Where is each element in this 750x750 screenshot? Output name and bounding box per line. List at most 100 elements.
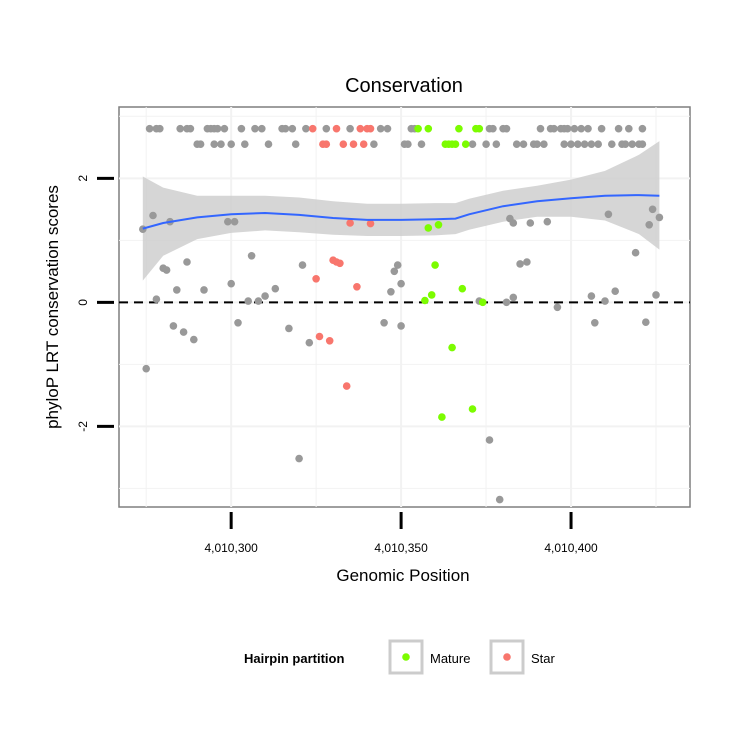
data-point-other	[614, 124, 623, 133]
data-point-star	[322, 140, 331, 148]
data-point-other	[608, 140, 616, 148]
data-point-other	[625, 124, 633, 133]
data-point-other	[492, 140, 501, 148]
legend: Hairpin partition Mature Star	[244, 639, 556, 675]
data-point-star	[325, 337, 334, 345]
plot-panel	[118, 106, 691, 508]
data-point-other	[200, 286, 208, 294]
data-point-other	[404, 140, 412, 148]
data-point-other	[577, 124, 585, 133]
data-point-other	[196, 140, 205, 148]
y-tick-label: 0	[76, 299, 90, 306]
data-point-other	[587, 140, 596, 148]
data-point-star	[315, 332, 324, 341]
data-point-other	[390, 267, 399, 276]
data-point-other	[173, 286, 181, 294]
data-point-other	[254, 297, 263, 305]
data-point-other	[655, 213, 664, 222]
data-point-star	[356, 124, 365, 133]
data-point-other	[179, 328, 188, 336]
data-point-other	[550, 124, 558, 133]
data-point-mature	[434, 221, 443, 229]
data-point-other	[224, 217, 232, 226]
legend-dot-mature	[402, 653, 410, 661]
data-point-star	[346, 219, 354, 227]
data-point-mature	[427, 291, 436, 299]
data-point-other	[139, 225, 147, 233]
legend-title: Hairpin partition	[244, 651, 344, 666]
data-point-other	[376, 124, 385, 133]
data-point-other	[642, 318, 650, 327]
data-point-other	[489, 124, 497, 133]
data-point-other	[397, 322, 405, 330]
data-point-other	[519, 140, 528, 148]
data-point-other	[234, 319, 242, 327]
x-tick-label: 4,010,300	[204, 541, 258, 555]
legend-dot-star	[503, 653, 511, 661]
chart-title: Conservation	[345, 75, 463, 97]
data-point-mature	[461, 140, 470, 148]
data-point-other	[648, 205, 657, 214]
data-point-other	[523, 258, 531, 266]
data-point-star	[308, 124, 317, 133]
data-point-star	[366, 219, 375, 228]
data-point-other	[540, 140, 548, 148]
data-point-other	[628, 140, 636, 148]
data-point-other	[227, 140, 235, 148]
data-point-other	[509, 293, 518, 302]
data-point-other	[237, 124, 246, 133]
data-point-other	[145, 124, 154, 133]
data-point-other	[244, 297, 252, 305]
data-point-other	[346, 124, 354, 133]
data-point-other	[553, 303, 562, 312]
data-point-other	[291, 140, 300, 148]
legend-label-star: Star	[531, 651, 556, 666]
data-point-other	[604, 210, 613, 219]
data-point-star	[366, 124, 375, 133]
data-point-other	[241, 140, 249, 148]
data-point-other	[631, 248, 640, 257]
data-point-other	[502, 124, 511, 133]
data-point-star	[332, 124, 341, 133]
data-point-other	[217, 140, 225, 148]
data-point-other	[468, 140, 477, 148]
plot-area	[118, 106, 691, 508]
data-point-other	[567, 140, 575, 148]
data-point-mature	[455, 124, 463, 133]
data-point-other	[495, 495, 504, 504]
data-point-other	[485, 436, 494, 444]
data-point-other	[258, 124, 266, 133]
data-point-star	[339, 140, 348, 148]
data-point-other	[271, 284, 280, 293]
data-point-other	[621, 140, 630, 148]
data-point-other	[526, 219, 535, 227]
data-point-other	[264, 140, 273, 148]
data-point-other	[370, 140, 378, 148]
data-point-star	[336, 259, 344, 268]
data-point-other	[502, 298, 511, 307]
data-point-mature	[451, 140, 460, 148]
data-point-other	[247, 252, 256, 260]
data-point-other	[580, 140, 589, 148]
data-point-other	[594, 140, 602, 148]
data-point-other	[512, 140, 521, 148]
data-point-other	[251, 124, 259, 133]
data-point-other	[611, 287, 619, 296]
data-point-mature	[424, 224, 433, 232]
data-point-other	[543, 217, 552, 226]
data-point-mature	[421, 296, 429, 305]
data-point-star	[349, 140, 358, 148]
data-point-other	[169, 322, 178, 330]
data-point-star	[312, 275, 320, 283]
data-point-other	[645, 221, 653, 229]
data-point-mature	[448, 343, 456, 352]
data-point-other	[380, 319, 388, 327]
data-point-other	[560, 140, 568, 148]
data-point-other	[393, 261, 402, 269]
data-point-other	[601, 297, 609, 305]
data-points	[139, 124, 664, 504]
x-tick-label: 4,010,350	[374, 541, 428, 555]
data-point-star	[342, 382, 351, 390]
y-tick-label: -2	[76, 421, 90, 432]
